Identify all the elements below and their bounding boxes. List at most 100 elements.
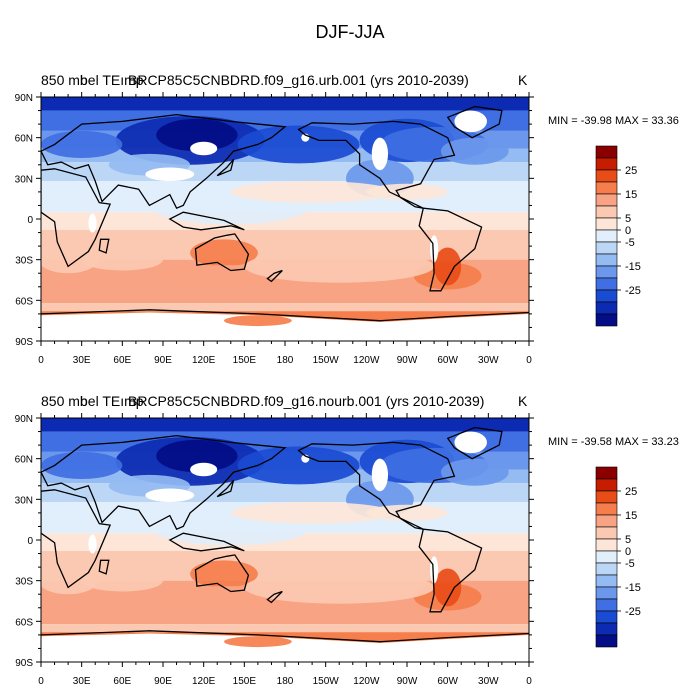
lon-tick-label: 150W xyxy=(313,676,340,687)
panel-case-title: BRCP85C5CNBDRD.f09_g16.urb.001 (yrs 2010… xyxy=(128,72,469,88)
contour-region xyxy=(81,248,163,271)
coastline-segment xyxy=(297,441,456,530)
min-max-stats: MIN = -39.98 MAX = 33.36 xyxy=(548,115,679,127)
lon-tick-label: 60W xyxy=(437,676,458,687)
coastline-segment xyxy=(41,434,287,531)
contour-region xyxy=(440,458,509,486)
lon-tick-label: 120E xyxy=(192,355,216,366)
lat-tick-label: 0 xyxy=(27,536,33,547)
contour-region xyxy=(41,567,98,595)
legend-swatch xyxy=(595,622,618,636)
legend-label: 25 xyxy=(625,486,637,498)
contour-band xyxy=(41,97,529,111)
coastline-segment xyxy=(194,233,250,272)
legend-label: -5 xyxy=(625,558,635,570)
missing-data-patch xyxy=(430,556,439,584)
legend-swatch xyxy=(595,538,618,552)
lat-tick-label: 30N xyxy=(15,495,33,506)
legend-swatch xyxy=(595,169,618,183)
legend-swatch xyxy=(595,157,618,171)
lat-tick-label: 90N xyxy=(15,414,33,425)
legend-swatch xyxy=(595,574,618,588)
antarctica-mask xyxy=(41,312,529,341)
panel-variable-title: 850 mb xyxy=(41,393,88,409)
legend-label: 5 xyxy=(625,213,631,225)
coastline-segment xyxy=(41,113,287,210)
missing-data-patch xyxy=(88,213,97,233)
contour-region xyxy=(190,239,258,267)
coastline-segment xyxy=(446,105,503,139)
coastline-segment xyxy=(216,158,235,177)
lat-tick-label: 60N xyxy=(15,455,33,466)
contour-region xyxy=(237,446,360,485)
missing-data-patch xyxy=(454,110,487,133)
coastline-segment xyxy=(98,238,110,254)
legend-swatch xyxy=(595,193,618,207)
lon-tick-label: 180 xyxy=(277,355,294,366)
lat-tick-label: 60N xyxy=(15,134,33,145)
contour-band xyxy=(41,212,529,230)
panel-overlay-title: bel TEımp xyxy=(80,72,144,88)
missing-data-patch xyxy=(145,488,195,503)
legend-swatch xyxy=(595,241,618,255)
coastline-segment xyxy=(41,168,112,268)
legend-swatch xyxy=(595,181,618,195)
legend-swatch xyxy=(595,586,618,600)
lon-tick-label: 90E xyxy=(154,676,172,687)
lon-tick-label: 30W xyxy=(478,355,499,366)
missing-data-patch xyxy=(371,458,389,492)
legend-swatch xyxy=(595,526,618,540)
legend-swatch xyxy=(595,289,618,303)
lat-tick-label: 90S xyxy=(15,337,33,348)
legend-label: -15 xyxy=(625,582,641,594)
lat-tick-label: 30N xyxy=(15,174,33,185)
contour-region xyxy=(81,569,163,592)
lon-tick-label: 90W xyxy=(397,355,418,366)
legend-swatch xyxy=(595,634,618,648)
coastline-segment xyxy=(297,120,456,209)
lon-tick-label: 150E xyxy=(233,355,257,366)
legend-swatch xyxy=(595,229,618,243)
min-max-stats: MIN = -39.58 MAX = 33.23 xyxy=(548,436,679,448)
contour-region xyxy=(190,560,258,588)
contour-band xyxy=(41,624,529,633)
legend-swatch xyxy=(595,502,618,516)
legend-label: -25 xyxy=(625,606,641,618)
contour-region xyxy=(244,571,435,604)
panel-overlay-title: bel TEımp xyxy=(80,393,144,409)
lon-tick-label: 120W xyxy=(353,676,380,687)
legend-label: 0 xyxy=(625,546,631,558)
legend-label: 15 xyxy=(625,510,637,522)
contour-region xyxy=(224,636,292,648)
legend-swatch xyxy=(595,301,618,315)
lat-tick-label: 90S xyxy=(15,658,33,669)
contour-band xyxy=(41,533,529,551)
legend-swatch xyxy=(595,253,618,267)
coastline-segment xyxy=(216,479,235,498)
contour-region xyxy=(41,130,123,158)
contour-region xyxy=(41,451,123,479)
lon-tick-label: 0 xyxy=(38,676,44,687)
legend-swatch xyxy=(595,277,618,291)
contour-region xyxy=(156,439,238,473)
lat-tick-label: 0 xyxy=(27,215,33,226)
missing-data-patch xyxy=(190,141,218,156)
legend-swatch xyxy=(595,145,618,159)
lon-tick-label: 120E xyxy=(192,676,216,687)
legend-swatch xyxy=(595,217,618,231)
legend-swatch xyxy=(595,598,618,612)
legend-swatch xyxy=(595,562,618,576)
coastline-segment xyxy=(168,211,245,231)
legend-label: 5 xyxy=(625,534,631,546)
lon-tick-label: 150E xyxy=(233,676,257,687)
coastline-segment xyxy=(41,630,529,643)
legend-swatch xyxy=(595,265,618,279)
legend-swatch xyxy=(595,466,618,480)
legend-label: -25 xyxy=(625,285,641,297)
contour-region xyxy=(434,247,462,286)
legend-label: 0 xyxy=(625,225,631,237)
legend-label: -5 xyxy=(625,237,635,249)
lon-tick-label: 180 xyxy=(277,676,294,687)
lat-tick-label: 60S xyxy=(15,296,33,307)
